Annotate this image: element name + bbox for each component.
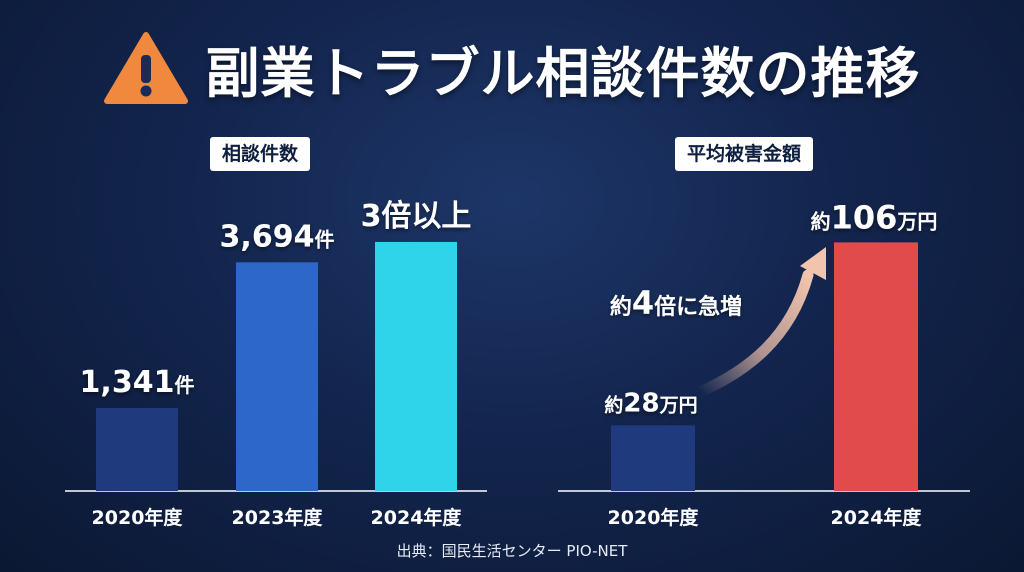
left-tick-1: 2023年度: [232, 506, 324, 529]
title-row: 副業トラブル相談件数の推移: [0, 20, 1024, 116]
page-title: 副業トラブル相談件数の推移: [205, 41, 921, 105]
right-bar-0: [611, 425, 695, 491]
left-data-label-1: 3,694件: [220, 219, 335, 254]
left-chart-title: 相談件数: [210, 137, 311, 171]
right-data-label-0: 約28万円: [604, 388, 697, 418]
right-bar-1: [834, 242, 918, 491]
left-bar-2: [375, 241, 457, 491]
left-data-label-2: 3倍以上: [361, 199, 472, 234]
right-data-label-1: 約106万円: [811, 198, 938, 236]
left-tick-0: 2020年度: [92, 506, 184, 529]
growth-arrow-head: [800, 247, 826, 280]
left-tick-2: 2024年度: [371, 506, 463, 529]
left-data-label-0: 1,341件: [80, 365, 195, 400]
right-chart-title: 平均被害金額: [675, 137, 814, 171]
warning-icon: [103, 32, 188, 104]
left-bar-0: [96, 407, 178, 491]
growth-arrow: [694, 269, 814, 398]
right-tick-1: 2024年度: [831, 506, 923, 529]
left-bar-1: [236, 262, 318, 491]
growth-annotation: 約4倍に急増: [610, 284, 742, 322]
source-note: 出典：国民生活センター PIO-NET: [396, 542, 628, 560]
right-tick-0: 2020年度: [608, 506, 700, 529]
